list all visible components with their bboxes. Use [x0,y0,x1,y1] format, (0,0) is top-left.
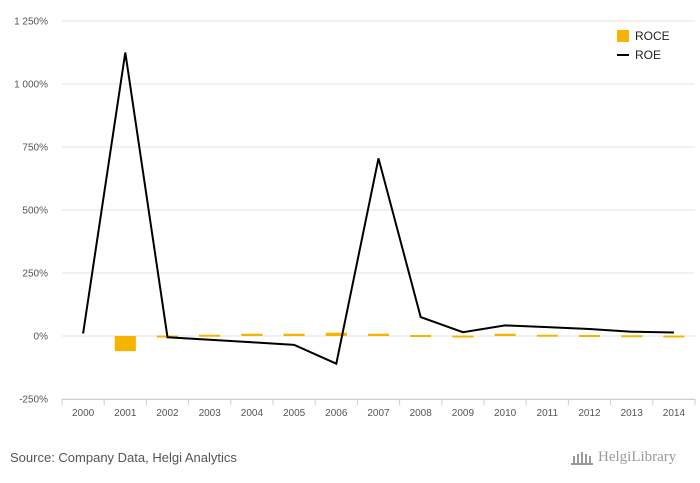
library-building-icon [571,451,593,465]
legend-roe-label: ROE [635,48,661,62]
roce-bar [494,333,516,336]
x-tick-label: 2010 [494,408,517,419]
roce-bar [325,332,347,336]
legend-roce-label: ROCE [635,29,670,43]
roce-bar [452,335,474,338]
y-tick-label: 0% [34,332,49,343]
roce-bar [283,333,305,336]
x-tick-label: 2007 [367,408,390,419]
roce-bar [663,335,685,338]
x-tick-label: 2014 [663,408,686,419]
x-tick-label: 2003 [199,408,222,419]
x-tick-label: 2000 [72,408,95,419]
x-tick-label: 2011 [537,408,559,419]
source-note: Source: Company Data, Helgi Analytics [10,450,237,465]
roce-bar [241,333,263,336]
y-tick-label: -250% [19,395,48,406]
helgi-library-logo[interactable]: HelgiLibrary [570,449,676,466]
x-tick-label: 2004 [241,408,264,419]
chart-svg: -250% 0% 250% 500% 750% 1 000% 1 250% 2000 2001 2… [14,17,696,419]
y-tick-label: 1 000% [14,80,48,91]
roce-bar [410,334,432,337]
roce-bar [114,336,136,352]
y-tick-label: 750% [22,143,48,154]
legend-roce-swatch [617,30,629,42]
roe-line [82,52,674,366]
x-tick-label: 2002 [156,408,179,419]
y-tick-label: 250% [22,269,48,280]
y-tick-label: 500% [22,206,48,217]
x-tick-label: 2001 [114,408,137,419]
y-tick-label: 1 250% [14,17,48,28]
roce-bar [536,334,558,337]
x-tick-label: 2012 [578,408,601,419]
roce-bar [367,333,390,336]
x-tick-label: 2009 [452,408,475,419]
x-tick-label: 2008 [410,408,433,419]
x-tick-label: 2006 [325,408,348,419]
x-tick-label: 2013 [621,408,644,419]
roce-bar [578,334,601,337]
x-tick-label: 2005 [283,408,306,419]
roce-bar [199,334,221,337]
logo-text: HelgiLibrary [598,449,677,465]
roce-bar [621,335,643,338]
